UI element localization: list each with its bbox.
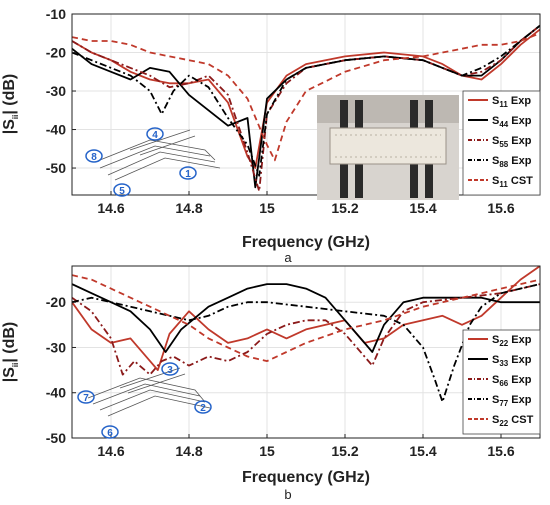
legend-entry: S55 Exp — [492, 135, 532, 149]
port-label-b-4: 6 — [101, 425, 119, 439]
legend-a: S11 Exp S44 Exp S55 Exp S88 Exp S11 CST — [462, 90, 541, 196]
y-tick-label: -20 — [46, 45, 66, 61]
series-line-33-exp — [72, 283, 540, 353]
svg-text:5: 5 — [119, 186, 125, 197]
y-axis-label-a: |Sii| (dB) — [1, 74, 20, 135]
legend-entry: S11 CST — [492, 175, 533, 189]
panel-label-b: b — [284, 487, 291, 502]
y-tick-label: -30 — [46, 339, 66, 355]
series-line-88-exp — [72, 24, 540, 177]
x-tick-label: 14.8 — [175, 443, 202, 459]
y-tick-label: -40 — [46, 385, 66, 401]
series-line-66-exp — [72, 283, 540, 376]
x-tick-label: 15.6 — [487, 200, 514, 216]
svg-text:6: 6 — [107, 428, 113, 439]
x-tick-label: 15.4 — [409, 443, 436, 459]
y-tick-label: -50 — [46, 430, 66, 446]
legend-entry: S22 Exp — [492, 334, 532, 348]
x-tick-label: 14.6 — [97, 443, 124, 459]
svg-text:7: 7 — [83, 393, 89, 404]
board-schematic-a — [94, 129, 221, 181]
legend-b: S22 Exp S33 Exp S66 Exp S77 Exp S22 CST — [462, 329, 541, 435]
svg-text:4: 4 — [152, 130, 158, 141]
legend-entry: S88 Exp — [492, 155, 532, 169]
port-label-a-3: 5 — [113, 183, 131, 197]
legend-entry: S22 CST — [492, 414, 534, 428]
ticks-b: 14.6 14.8 15 15.2 15.4 15.6 -20 -30 -40 -50 — [46, 294, 515, 459]
port-label-b-3: 2 — [194, 400, 212, 414]
panel-label-a: a — [284, 250, 292, 265]
legend-entry: S11 Exp — [492, 95, 531, 109]
x-tick-label: 15.6 — [487, 443, 514, 459]
series-line-22-exp — [72, 266, 540, 371]
svg-text:8: 8 — [91, 152, 97, 163]
port-label-b-1: 3 — [161, 362, 179, 376]
device-photo — [317, 95, 459, 200]
x-tick-label: 15.4 — [409, 200, 436, 216]
port-label-b-2: 7 — [77, 390, 95, 404]
x-axis-label-a: Frequency (GHz) — [242, 234, 370, 251]
panel-b: 14.6 14.8 15 15.2 15.4 15.6 -20 -30 -40 -50 3 7 2… — [1, 265, 541, 502]
series-line-77-exp — [72, 283, 540, 403]
svg-text:2: 2 — [200, 403, 206, 414]
port-label-a-4: 1 — [179, 166, 197, 180]
x-tick-label: 15.2 — [331, 200, 358, 216]
legend-entry: S66 Exp — [492, 374, 532, 388]
x-tick-label: 15.2 — [331, 443, 358, 459]
series-lines-b — [72, 266, 540, 403]
legend-entry: S77 Exp — [492, 394, 532, 408]
port-label-a-1: 8 — [85, 149, 103, 163]
port-label-a-2: 4 — [146, 127, 164, 141]
series-line-11-cst — [72, 32, 540, 162]
series-line-22-cst — [72, 274, 540, 362]
legend-entry: S33 Exp — [492, 354, 532, 368]
panel-a: 14.6 14.8 15 15.2 15.4 15.6-10-20-30-40-50 8 … — [1, 6, 541, 265]
y-tick-label: -10 — [46, 6, 66, 22]
series-lines-a — [72, 24, 540, 192]
svg-text:1: 1 — [185, 169, 191, 180]
x-tick-label: 15 — [259, 443, 275, 459]
y-tick-label: -20 — [46, 294, 66, 310]
x-tick-label: 14.8 — [175, 200, 202, 216]
series-line-44-exp — [72, 24, 540, 189]
y-axis-label-b: |Sii| (dB) — [1, 322, 20, 383]
y-tick-label: -40 — [46, 122, 66, 138]
x-tick-label: 14.6 — [97, 200, 124, 216]
x-axis-label-b: Frequency (GHz) — [242, 469, 370, 486]
y-tick-label: -50 — [46, 160, 66, 176]
legend-entry: S44 Exp — [492, 115, 532, 129]
svg-text:3: 3 — [167, 365, 173, 376]
x-tick-label: 15 — [259, 200, 275, 216]
board-schematic-b — [87, 367, 211, 417]
ticks-a: 14.6 14.8 15 15.2 15.4 15.6-10-20-30-40-50 — [46, 6, 515, 216]
y-tick-label: -30 — [46, 83, 66, 99]
